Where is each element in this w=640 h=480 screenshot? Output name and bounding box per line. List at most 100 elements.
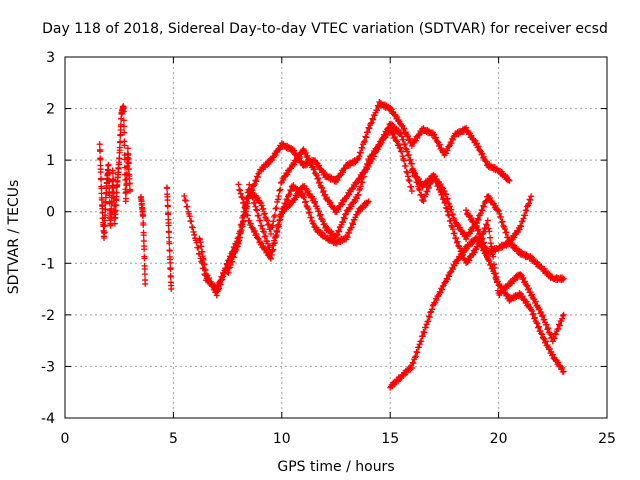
data-point bbox=[390, 130, 397, 137]
data-point bbox=[483, 245, 490, 252]
data-point bbox=[357, 183, 364, 190]
data-point bbox=[437, 289, 444, 296]
data-point bbox=[108, 211, 115, 218]
data-point bbox=[535, 323, 542, 330]
data-point bbox=[425, 185, 432, 191]
data-point bbox=[315, 208, 322, 215]
data-point bbox=[243, 208, 250, 215]
data-point bbox=[265, 221, 272, 228]
data-point bbox=[260, 205, 267, 212]
data-point bbox=[480, 239, 487, 246]
data-point bbox=[483, 197, 490, 204]
data-point bbox=[254, 207, 261, 214]
data-point bbox=[482, 244, 489, 251]
data-point bbox=[358, 173, 365, 180]
data-point bbox=[140, 213, 147, 220]
data-point bbox=[449, 226, 456, 233]
data-point bbox=[274, 196, 281, 203]
data-point bbox=[439, 283, 446, 290]
data-point bbox=[292, 159, 299, 166]
data-point bbox=[456, 224, 463, 231]
data-point bbox=[468, 215, 475, 222]
data-point bbox=[431, 173, 438, 180]
data-point bbox=[258, 222, 265, 229]
y-tick-label: 0 bbox=[46, 205, 55, 221]
data-point bbox=[480, 203, 487, 210]
data-point bbox=[364, 129, 371, 136]
data-point bbox=[475, 226, 482, 233]
data-point bbox=[239, 221, 246, 228]
data-point bbox=[529, 311, 536, 318]
data-point bbox=[273, 232, 280, 239]
x-axis-label: GPS time / hours bbox=[277, 459, 394, 475]
data-point bbox=[446, 203, 453, 210]
data-point bbox=[414, 349, 421, 356]
data-point bbox=[166, 240, 173, 247]
data-point bbox=[315, 175, 322, 182]
data-point bbox=[275, 223, 282, 230]
data-point bbox=[478, 206, 485, 213]
data-point bbox=[120, 108, 127, 115]
data-point bbox=[198, 243, 205, 250]
data-point bbox=[398, 133, 405, 140]
data-point bbox=[528, 193, 535, 200]
data-point bbox=[511, 234, 518, 241]
data-point bbox=[459, 251, 466, 258]
data-point bbox=[190, 228, 197, 235]
data-point bbox=[374, 107, 381, 114]
data-point bbox=[97, 156, 104, 163]
data-point bbox=[280, 176, 287, 183]
data-point bbox=[441, 188, 448, 195]
data-point bbox=[405, 173, 412, 180]
data-point bbox=[401, 141, 408, 148]
data-point bbox=[213, 292, 220, 299]
data-point bbox=[483, 221, 490, 228]
data-point bbox=[424, 188, 431, 195]
data-point bbox=[377, 140, 384, 147]
data-point bbox=[560, 311, 567, 318]
data-point bbox=[405, 177, 412, 184]
data-point bbox=[260, 242, 267, 249]
data-point bbox=[241, 204, 248, 211]
data-point bbox=[473, 222, 480, 229]
data-point bbox=[342, 211, 349, 218]
data-point bbox=[443, 205, 450, 212]
data-point bbox=[323, 194, 330, 201]
data-point bbox=[301, 194, 308, 201]
data-point bbox=[348, 203, 355, 210]
data-point bbox=[302, 198, 309, 205]
data-point bbox=[123, 188, 130, 195]
data-point bbox=[335, 206, 342, 213]
data-point bbox=[305, 188, 312, 195]
data-point bbox=[485, 225, 492, 232]
data-point bbox=[96, 148, 103, 155]
data-point bbox=[166, 247, 173, 254]
data-point bbox=[371, 112, 378, 119]
data-point bbox=[127, 188, 134, 195]
data-point bbox=[236, 237, 243, 244]
data-point bbox=[408, 183, 415, 190]
data-point bbox=[518, 271, 525, 278]
data-point bbox=[411, 354, 418, 361]
data-point bbox=[225, 269, 232, 276]
data-point bbox=[451, 230, 458, 237]
data-point bbox=[383, 129, 390, 136]
data-point bbox=[363, 134, 370, 141]
data-point bbox=[471, 249, 478, 256]
data-point bbox=[302, 199, 309, 206]
data-point bbox=[365, 163, 372, 170]
data-point bbox=[140, 221, 147, 228]
data-point bbox=[400, 136, 407, 143]
data-point bbox=[446, 212, 453, 219]
data-point bbox=[168, 286, 175, 293]
data-point bbox=[141, 266, 148, 273]
data-point bbox=[405, 151, 412, 158]
data-point bbox=[299, 190, 306, 197]
data-point bbox=[260, 228, 267, 235]
data-point bbox=[122, 195, 129, 202]
data-point bbox=[534, 320, 541, 327]
data-point bbox=[538, 313, 545, 320]
data-point bbox=[272, 205, 279, 212]
data-point bbox=[271, 212, 278, 219]
data-point bbox=[449, 136, 456, 143]
